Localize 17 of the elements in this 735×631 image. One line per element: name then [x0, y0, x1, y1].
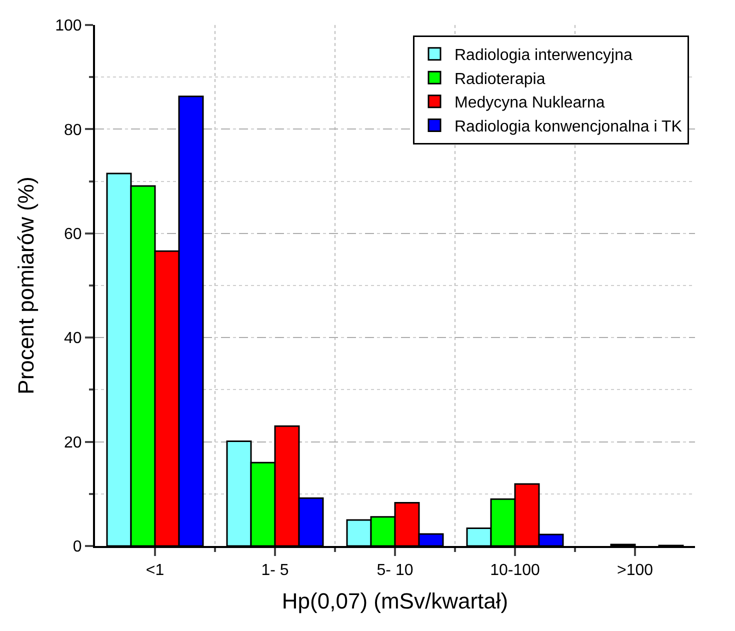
x-tick-label: 10-100	[490, 562, 540, 580]
x-tick-label: 5- 10	[376, 562, 414, 580]
x-tick-label: >100	[616, 562, 654, 580]
legend-label: Radiologia interwencyjna	[454, 47, 632, 64]
y-tick-label: 40	[64, 330, 82, 348]
legend-label: Radioterapia	[454, 70, 546, 88]
y-tick-label: 0	[72, 538, 82, 556]
y-tick-label: 20	[64, 434, 82, 452]
x-tick-label: 1- 5	[261, 562, 289, 580]
y-axis-title: Procent pomiarów (%)	[13, 176, 38, 394]
x-axis-title: Hp(0,07) (mSv/kwartał)	[282, 588, 508, 614]
legend-label: Radiologia konwencjonalna i TK	[454, 118, 682, 136]
y-tick-label: 80	[64, 122, 82, 139]
y-tick-label: 100	[55, 18, 82, 35]
legend-label: Medycyna Nuklearna	[454, 94, 605, 112]
x-tick-label: <1	[146, 562, 164, 580]
y-tick-label: 60	[64, 226, 82, 243]
